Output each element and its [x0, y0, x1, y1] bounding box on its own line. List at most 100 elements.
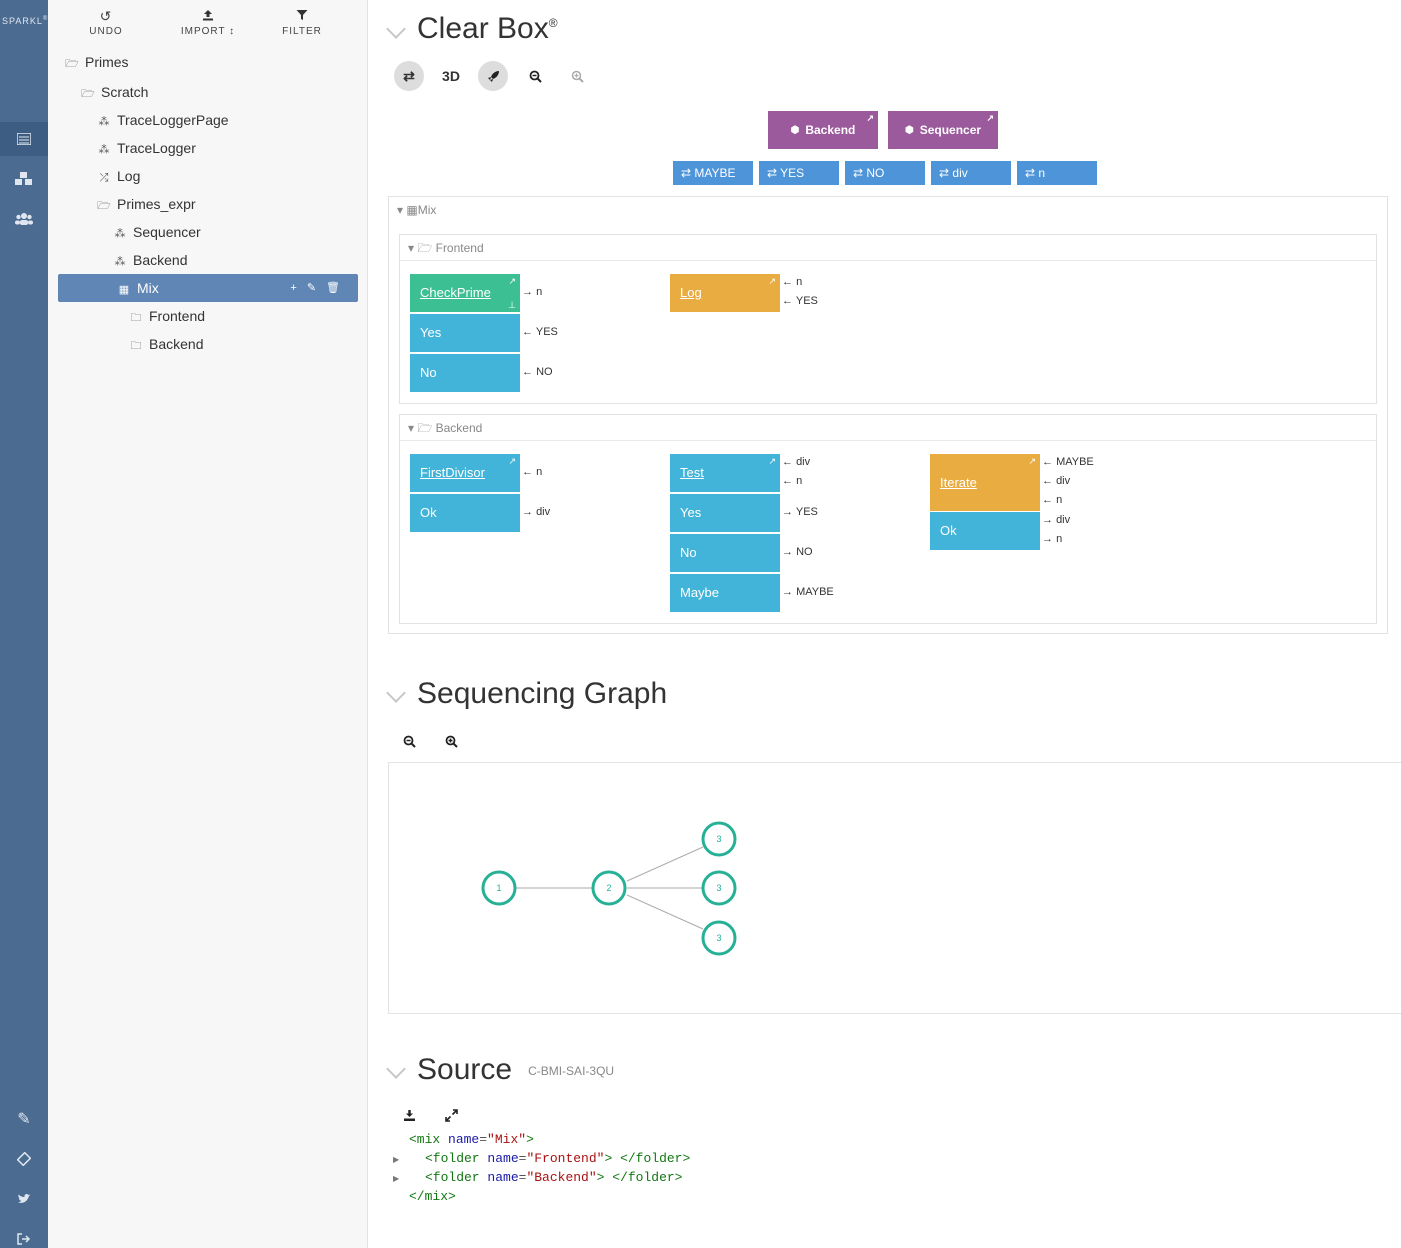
op-yes[interactable]: Yes [410, 314, 520, 352]
rocket-tool-button[interactable] [478, 61, 508, 91]
clearbox-title: Clear Box® [417, 12, 558, 45]
source-line[interactable]: <mix name="Mix"> [409, 1132, 534, 1147]
import-button[interactable]: IMPORT ↕ [168, 6, 248, 37]
ticket-icon[interactable] [0, 1142, 48, 1176]
download-icon [403, 1109, 415, 1121]
download-button[interactable] [394, 1100, 424, 1130]
signout-icon[interactable] [0, 1222, 48, 1248]
list-icon[interactable] [0, 122, 48, 156]
folder-open-icon: 🗁 [97, 200, 111, 212]
field-chip-maybe[interactable]: ⇄ MAYBE [673, 161, 753, 185]
zoom-out-button[interactable] [394, 726, 424, 756]
external-link-icon[interactable]: ↗ [986, 113, 994, 123]
cubes-icon: ⁂ [98, 116, 110, 128]
mix-header[interactable]: ▾ ▦Mix [389, 197, 1387, 223]
graph-node[interactable] [591, 870, 627, 906]
field-chip-yes[interactable]: ⇄ YES [759, 161, 839, 185]
tree-item-primes-expr[interactable]: 🗁 Primes_expr [96, 190, 195, 218]
external-link-icon[interactable]: ↗ [508, 456, 516, 466]
cube-icon: ⬢ [904, 124, 914, 136]
twitter-icon[interactable] [0, 1182, 48, 1216]
graph-node[interactable] [701, 821, 737, 857]
op-label[interactable]: Test [680, 465, 704, 480]
graph-node[interactable] [701, 920, 737, 956]
trash-icon[interactable]: 🗑 [326, 282, 350, 294]
source-id: C-BMI-SAI-3QU [528, 1064, 615, 1079]
field-chip-n[interactable]: ⇄ n [1017, 161, 1097, 185]
add-icon[interactable]: + [290, 282, 307, 294]
zoom-in-button[interactable] [562, 61, 592, 91]
field-chip-div[interactable]: ⇄ div [931, 161, 1011, 185]
tree-item-scratch[interactable]: 🗁 Scratch [80, 78, 148, 106]
tree-item-mix[interactable]: ▦ Mix +✎🗑 [58, 274, 358, 302]
frontend-header[interactable]: ▾ 🗁 Frontend [400, 235, 1376, 261]
backend-header[interactable]: ▾ 🗁 Backend [400, 415, 1376, 441]
port-yes: → YES [782, 506, 818, 518]
op-label[interactable]: CheckPrime [420, 285, 491, 300]
external-link-icon[interactable]: ↗ [508, 276, 516, 286]
graph-node[interactable] [481, 870, 517, 906]
tree-item-log[interactable]: ⤮ Log [96, 162, 141, 190]
3d-tool-button[interactable]: 3D [436, 61, 466, 91]
external-link-icon[interactable]: ↗ [768, 276, 776, 286]
tree-item-backend[interactable]: ⁂ Backend [112, 246, 188, 274]
port-n: ← n [782, 276, 803, 288]
field-label: YES [780, 166, 805, 180]
op-iterate[interactable]: Iterate ↗ [930, 454, 1040, 511]
op-yes[interactable]: Yes [670, 494, 780, 532]
op-no[interactable]: No [670, 534, 780, 572]
tree-item-sequencer[interactable]: ⁂ Sequencer [112, 218, 201, 246]
tree-item-tracelogger[interactable]: ⁂ TraceLogger [96, 134, 196, 162]
service-sequencer[interactable]: ⬢ Sequencer ↗ [888, 111, 998, 149]
zoom-out-icon [529, 70, 542, 83]
tree-toolbar: ↺ UNDO IMPORT ↕ FILTER [58, 6, 358, 46]
op-log[interactable]: Log ↗ [670, 274, 780, 312]
collapse-chevron-icon[interactable] [386, 1059, 406, 1079]
sitemap-icon: ⊥ [508, 300, 516, 310]
collapse-chevron-icon[interactable] [386, 683, 406, 703]
tree-item-backend-folder[interactable]: 🗀 Backend [128, 330, 204, 358]
tree-item-primes[interactable]: 🗁 Primes [64, 48, 128, 76]
external-link-icon[interactable]: ↗ [866, 113, 874, 123]
expand-caret-icon[interactable]: ▶ [393, 1174, 400, 1183]
users-icon[interactable] [0, 202, 48, 236]
op-test[interactable]: Test ↗ [670, 454, 780, 492]
field-chip-no[interactable]: ⇄ NO [845, 161, 925, 185]
op-checkprime[interactable]: CheckPrime ↗ ⊥ [410, 274, 520, 312]
zoom-out-button[interactable] [520, 61, 550, 91]
port-maybe: → MAYBE [782, 586, 834, 598]
import-label: IMPORT ↕ [180, 26, 236, 37]
op-ok[interactable]: Ok [930, 512, 1040, 550]
op-no[interactable]: No [410, 354, 520, 392]
service-backend[interactable]: ⬢ Backend ↗ [768, 111, 878, 149]
expand-button[interactable] [436, 1100, 466, 1130]
cubes-icon: ⁂ [114, 256, 126, 268]
undo-button[interactable]: ↺ UNDO [66, 6, 146, 37]
exchange-tool-button[interactable]: ⇄ [394, 61, 424, 91]
op-firstdivisor[interactable]: FirstDivisor ↗ [410, 454, 520, 492]
edit-icon[interactable]: ✎ [306, 282, 327, 294]
external-link-icon[interactable]: ↗ [768, 456, 776, 466]
tree-item-frontend[interactable]: 🗀 Frontend [128, 302, 206, 330]
op-ok[interactable]: Ok [410, 494, 520, 532]
shuffle-icon: ⤮ [99, 172, 109, 184]
cubes-icon[interactable] [0, 162, 48, 196]
filter-button[interactable]: FILTER [262, 6, 342, 37]
op-maybe[interactable]: Maybe [670, 574, 780, 612]
external-link-icon[interactable]: ↗ [1028, 456, 1036, 466]
source-line[interactable]: <folder name="Frontend"> </folder> [425, 1151, 691, 1166]
collapse-chevron-icon[interactable] [386, 19, 406, 39]
op-label[interactable]: FirstDivisor [420, 465, 485, 480]
exchange-icon: ⇄ [403, 67, 415, 84]
zoom-in-button[interactable] [436, 726, 466, 756]
tree-item-traceloggerpage[interactable]: ⁂ TraceLoggerPage [96, 106, 229, 134]
3d-label: 3D [442, 68, 460, 84]
expand-caret-icon[interactable]: ▶ [393, 1155, 400, 1164]
pencil-icon[interactable]: ✎ [17, 1111, 31, 1128]
source-line[interactable]: <folder name="Backend"> </folder> [425, 1170, 683, 1185]
source-line[interactable]: </mix> [409, 1189, 456, 1204]
op-label[interactable]: Log [680, 285, 702, 300]
graph-node[interactable] [701, 870, 737, 906]
cubes-icon: ⁂ [114, 228, 126, 240]
op-label[interactable]: Iterate [940, 475, 977, 490]
